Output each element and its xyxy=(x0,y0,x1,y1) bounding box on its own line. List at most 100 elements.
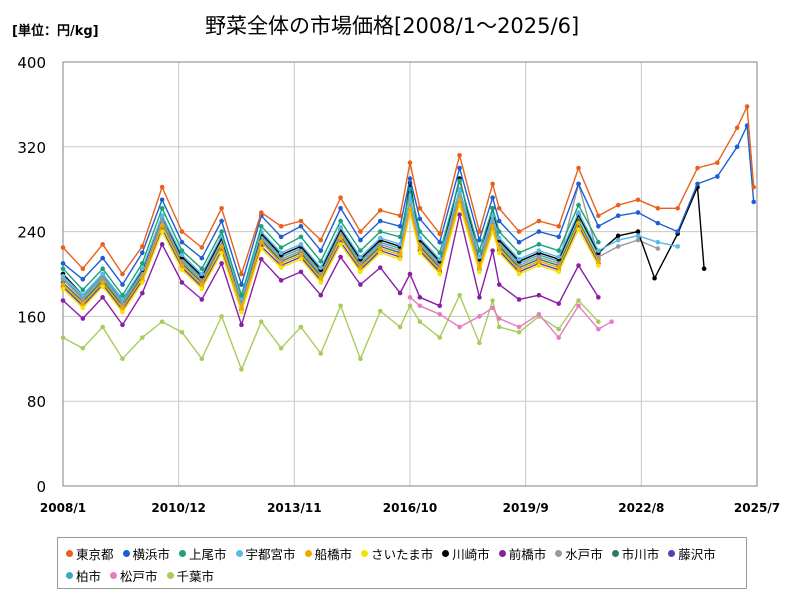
series-point xyxy=(496,205,502,211)
series-point xyxy=(179,229,185,234)
series-point xyxy=(556,248,562,253)
legend-swatch xyxy=(498,550,506,557)
series-point xyxy=(536,242,542,247)
legend-swatch xyxy=(235,550,243,557)
series-point xyxy=(80,266,86,272)
series-point xyxy=(377,242,383,247)
series-line xyxy=(62,204,600,313)
series-point xyxy=(715,160,720,165)
legend-label: さいたま市 xyxy=(371,547,434,562)
legend-item: 柏市 xyxy=(66,566,101,585)
series-point xyxy=(318,351,324,356)
series-point xyxy=(407,186,413,192)
series-point xyxy=(397,324,403,330)
series-point xyxy=(179,239,185,245)
series-point xyxy=(358,265,363,270)
legend-item: 上尾市 xyxy=(179,544,227,563)
series-point xyxy=(556,254,562,260)
legend-row: 東京都 横浜市 上尾市 宇都宮市 船橋市 さいたま市 川崎市 前橋市 水戸市 市川市 藤沢市 xyxy=(66,544,725,563)
series-point xyxy=(576,220,581,226)
series-point xyxy=(219,205,224,211)
series-point xyxy=(437,231,443,237)
series-point xyxy=(199,271,205,277)
series-point xyxy=(655,220,661,226)
series-point xyxy=(655,239,661,245)
series-point xyxy=(258,239,264,245)
legend-item: 前橋市 xyxy=(498,544,546,563)
legend-swatch xyxy=(668,550,676,557)
series-point xyxy=(179,263,185,268)
series-point xyxy=(179,252,185,258)
series-point xyxy=(397,242,403,247)
series-point xyxy=(80,316,86,321)
series-point xyxy=(159,319,165,325)
series-point xyxy=(278,234,284,240)
series-point xyxy=(278,265,284,270)
y-tick-label: 0 xyxy=(36,478,46,496)
series-point xyxy=(635,197,641,203)
series-point xyxy=(377,229,383,234)
series-line xyxy=(62,188,678,301)
series-point xyxy=(635,210,641,215)
series-point xyxy=(120,309,125,315)
series-point xyxy=(615,233,621,239)
series-point xyxy=(100,271,105,277)
series-point xyxy=(199,266,205,272)
series-point xyxy=(358,237,363,243)
series-point xyxy=(596,258,601,264)
series-point xyxy=(516,330,522,335)
series-point xyxy=(60,261,66,266)
series-point xyxy=(298,252,304,258)
legend-item: 市川市 xyxy=(611,544,659,563)
series-point xyxy=(100,242,105,247)
series-point xyxy=(417,205,423,211)
series-point xyxy=(120,305,125,311)
series-point xyxy=(417,235,423,241)
x-tick-label: 2016/10 xyxy=(383,501,437,515)
series-point xyxy=(417,229,423,234)
legend-item: 藤沢市 xyxy=(668,544,716,563)
series-point xyxy=(496,246,502,251)
series-point xyxy=(496,229,502,234)
series-point xyxy=(278,245,284,250)
series-point xyxy=(100,324,105,330)
series-point xyxy=(199,282,205,287)
series-point xyxy=(100,266,105,272)
series-point xyxy=(80,345,86,351)
series-point xyxy=(377,265,383,270)
series-point xyxy=(734,125,740,131)
series-point xyxy=(298,248,304,253)
series-point xyxy=(199,245,205,250)
series-point xyxy=(100,284,105,290)
series-point xyxy=(477,248,482,253)
series-point xyxy=(490,224,495,229)
series-point xyxy=(536,229,542,234)
series-point xyxy=(516,324,522,330)
series-point xyxy=(120,356,125,362)
series-point xyxy=(278,256,284,262)
x-tick-label: 2008/1 xyxy=(40,501,86,515)
series-point xyxy=(100,275,105,281)
series-point xyxy=(457,152,462,158)
series-point xyxy=(417,295,423,300)
series-point xyxy=(490,298,495,303)
series-point xyxy=(496,282,502,287)
series-point xyxy=(258,224,264,229)
series-point xyxy=(652,275,657,281)
series-point xyxy=(596,319,601,325)
series-point xyxy=(239,282,244,287)
series-point xyxy=(556,301,562,306)
series-point xyxy=(239,297,244,302)
unit-label: [単位：円/kg] xyxy=(12,24,99,39)
series-point xyxy=(397,290,403,296)
series-point xyxy=(490,305,495,311)
series-point xyxy=(407,303,413,309)
series-point xyxy=(397,256,403,262)
legend-label: 上尾市 xyxy=(189,547,227,562)
series-point xyxy=(159,222,165,228)
series-point xyxy=(338,205,343,211)
series-point xyxy=(179,267,185,273)
series-point xyxy=(437,311,443,317)
series-point xyxy=(179,330,185,335)
series-point xyxy=(516,229,522,234)
